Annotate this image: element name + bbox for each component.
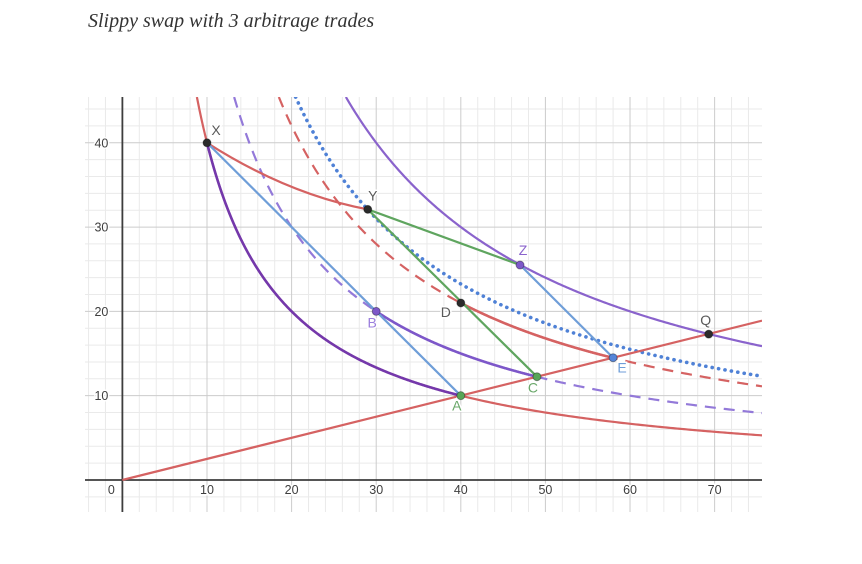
x-tick-label-60: 60 bbox=[623, 483, 637, 497]
point-label-Y: Y bbox=[368, 187, 378, 203]
tick-labels: 0 10 20 30 40 50 60 70 10 20 30 40 bbox=[93, 135, 723, 499]
x-tick-label-10: 10 bbox=[200, 483, 214, 497]
x-tick-label-30: 30 bbox=[369, 483, 383, 497]
points: X Y Z B D A C E Q bbox=[202, 120, 714, 415]
point-Z[interactable] bbox=[515, 260, 525, 270]
grid bbox=[85, 97, 762, 512]
x-tick-label-50: 50 bbox=[538, 483, 552, 497]
point-label-C: C bbox=[528, 380, 538, 396]
point-label-Z: Z bbox=[519, 242, 528, 258]
point-label-Q: Q bbox=[700, 312, 711, 328]
hyperbola-xy=400 bbox=[195, 97, 762, 437]
page-title: Slippy swap with 3 arbitrage trades bbox=[88, 10, 375, 32]
point-A[interactable] bbox=[456, 391, 466, 401]
point-label-A: A bbox=[452, 398, 462, 414]
chord-Y-Z bbox=[367, 208, 521, 267]
point-E[interactable] bbox=[608, 353, 618, 363]
point-label-B: B bbox=[368, 314, 377, 330]
point-X[interactable] bbox=[202, 138, 212, 148]
point-label-E: E bbox=[617, 360, 626, 376]
x-tick-label-40: 40 bbox=[454, 483, 468, 497]
arc-xy600-B-C bbox=[375, 310, 538, 379]
point-label-D: D bbox=[441, 304, 451, 320]
point-B[interactable] bbox=[371, 306, 381, 316]
price-ray bbox=[122, 319, 762, 482]
x-tick-label-70: 70 bbox=[708, 483, 722, 497]
y-tick-label-40: 40 bbox=[94, 136, 108, 150]
x-tick-label-0: 0 bbox=[108, 483, 115, 497]
hyperbola-xy=1200 bbox=[344, 97, 762, 348]
x-tick-label-20: 20 bbox=[285, 483, 299, 497]
point-Q[interactable] bbox=[704, 329, 714, 339]
y-tick-label-20: 20 bbox=[94, 305, 108, 319]
hyperbola-xy=600 bbox=[233, 97, 762, 415]
arc-xy400-X-A bbox=[205, 142, 462, 397]
y-tick-label-30: 30 bbox=[94, 221, 108, 235]
arc-X-Y bbox=[206, 141, 368, 211]
point-D[interactable] bbox=[456, 298, 466, 308]
point-C[interactable] bbox=[532, 372, 542, 382]
point-label-X: X bbox=[211, 122, 221, 138]
y-tick-label-10: 10 bbox=[94, 389, 108, 403]
arc-xy840-D-E bbox=[460, 301, 614, 360]
plot-body bbox=[85, 97, 762, 512]
chord-X-A bbox=[206, 141, 462, 397]
point-Y[interactable] bbox=[363, 204, 373, 214]
chord-Y-C bbox=[366, 208, 538, 378]
chord-Z-E bbox=[519, 264, 614, 359]
